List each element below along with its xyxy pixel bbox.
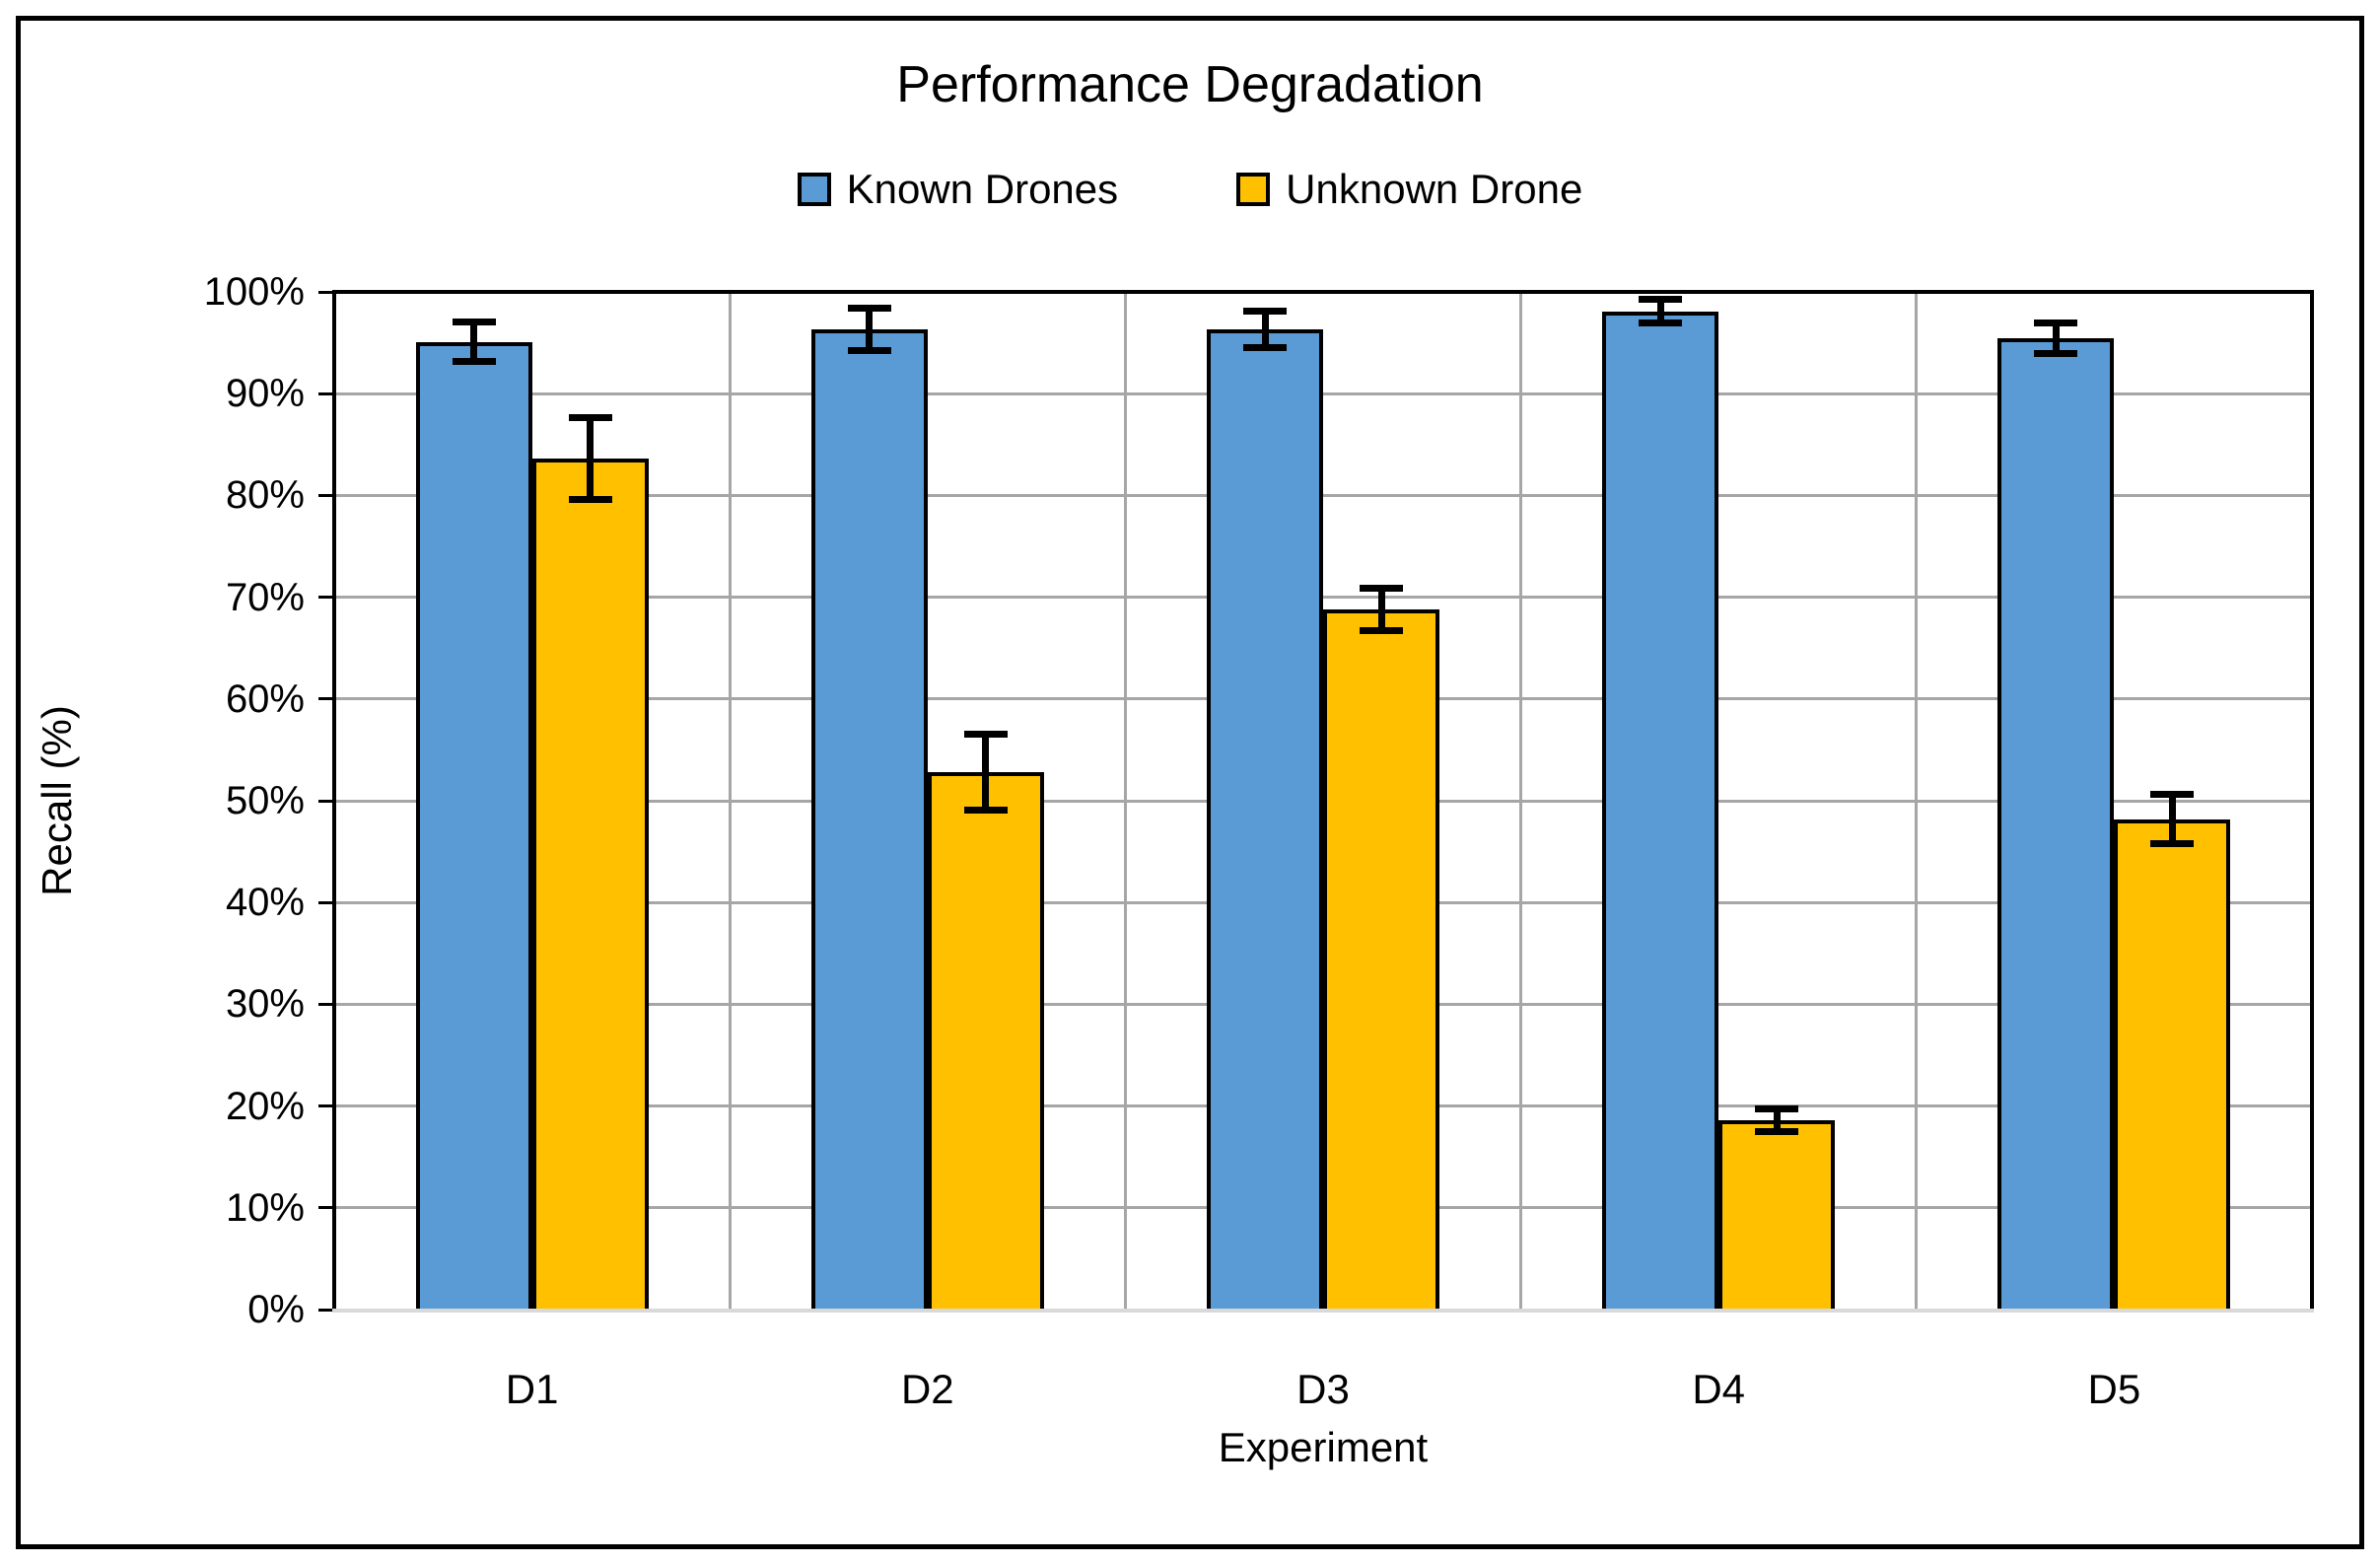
error-bar-cap xyxy=(1243,308,1287,316)
y-axis-line xyxy=(332,290,336,1312)
y-tick-label: 70% xyxy=(225,575,305,619)
v-gridline xyxy=(728,292,732,1310)
error-bar-cap xyxy=(2150,839,2195,847)
x-axis-title: Experiment xyxy=(1218,1424,1429,1470)
error-bar-cap xyxy=(2034,320,2078,327)
error-bar-D1 xyxy=(587,417,595,500)
bar-unknown-drone-D1 xyxy=(531,459,649,1312)
x-category-label-D4: D4 xyxy=(1692,1366,1746,1412)
y-tick-label: 20% xyxy=(225,1084,305,1128)
error-bar-D1 xyxy=(470,321,478,362)
y-tick-mark xyxy=(318,1308,332,1312)
legend-swatch-unknown-drone xyxy=(1236,173,1271,206)
y-tick-label: 10% xyxy=(225,1185,305,1230)
chart-title: Performance Degradation xyxy=(896,56,1484,113)
bar-unknown-drone-D3 xyxy=(1323,608,1439,1312)
y-tick-mark xyxy=(318,900,332,904)
x-category-label-D3: D3 xyxy=(1296,1366,1350,1412)
y-tick-mark xyxy=(318,290,332,294)
h-gridline xyxy=(334,391,2312,395)
legend-item-known-drones: Known Drones xyxy=(797,166,1119,213)
plot-border-right xyxy=(2310,290,2314,1312)
error-bar-cap xyxy=(568,496,612,504)
error-bar-D5 xyxy=(2168,794,2176,844)
y-tick-label: 50% xyxy=(225,779,305,822)
y-tick-mark xyxy=(318,391,332,395)
y-tick-label: 100% xyxy=(203,270,305,314)
error-bar-cap xyxy=(568,414,612,422)
error-bar-cap xyxy=(2150,791,2195,799)
legend-label-unknown-drone: Unknown Drone xyxy=(1286,166,1583,212)
y-tick-mark xyxy=(318,1002,332,1006)
bar-unknown-drone-D2 xyxy=(927,772,1044,1312)
y-tick-mark xyxy=(318,1206,332,1210)
error-bar-D2 xyxy=(866,308,874,351)
bar-known-drones-D2 xyxy=(810,329,928,1312)
error-bar-D3 xyxy=(1261,311,1269,348)
y-tick-mark xyxy=(318,799,332,803)
legend: Known Drones Unknown Drone xyxy=(0,166,2380,213)
y-tick-label: 90% xyxy=(225,372,305,416)
x-category-label-D5: D5 xyxy=(2087,1366,2141,1412)
bar-unknown-drone-D5 xyxy=(2114,818,2231,1312)
h-gridline xyxy=(334,596,2312,600)
error-bar-cap xyxy=(1755,1127,1799,1135)
error-bar-cap xyxy=(2034,350,2078,358)
error-bar-D5 xyxy=(2052,322,2060,354)
error-bar-D3 xyxy=(1377,588,1385,631)
legend-item-unknown-drone: Unknown Drone xyxy=(1236,166,1582,213)
x-category-label-D1: D1 xyxy=(505,1366,559,1412)
figure-border xyxy=(16,16,2364,1549)
error-bar-cap xyxy=(963,731,1008,739)
y-tick-label: 80% xyxy=(225,473,305,518)
h-gridline xyxy=(334,493,2312,497)
bar-known-drones-D4 xyxy=(1602,311,1719,1312)
error-bar-cap xyxy=(1360,584,1403,592)
error-bar-cap xyxy=(452,319,496,326)
x-category-label-D2: D2 xyxy=(900,1366,954,1412)
error-bar-D4 xyxy=(1773,1108,1781,1132)
error-bar-cap xyxy=(847,347,891,355)
y-tick-label: 40% xyxy=(225,881,305,925)
y-tick-mark xyxy=(318,1104,332,1108)
error-bar-cap xyxy=(452,357,496,365)
error-bar-cap xyxy=(1755,1105,1799,1113)
plot-border-top xyxy=(332,290,2314,294)
error-bar-cap xyxy=(847,305,891,312)
legend-label-known-drones: Known Drones xyxy=(846,166,1119,212)
error-bar-D2 xyxy=(982,734,990,811)
y-tick-label: 30% xyxy=(225,982,305,1027)
y-tick-mark xyxy=(318,493,332,497)
bar-known-drones-D3 xyxy=(1207,329,1323,1312)
error-bar-cap xyxy=(1243,344,1287,352)
error-bar-cap xyxy=(1639,320,1683,327)
error-bar-D4 xyxy=(1656,299,1664,323)
v-gridline xyxy=(1519,292,1523,1310)
bar-unknown-drone-D4 xyxy=(1718,1120,1836,1312)
y-tick-mark xyxy=(318,697,332,701)
bar-known-drones-D5 xyxy=(1997,338,2115,1312)
y-tick-label: 60% xyxy=(225,676,305,721)
y-tick-mark xyxy=(318,596,332,600)
y-axis-title: Recall (%) xyxy=(34,705,80,896)
legend-swatch-known-drones xyxy=(797,173,831,206)
v-gridline xyxy=(1915,292,1919,1310)
v-gridline xyxy=(1123,292,1127,1310)
x-axis-line xyxy=(332,1309,2314,1313)
error-bar-cap xyxy=(1360,627,1403,635)
error-bar-cap xyxy=(1639,295,1683,303)
error-bar-cap xyxy=(963,806,1008,814)
bar-known-drones-D1 xyxy=(415,341,532,1312)
y-tick-label: 0% xyxy=(247,1288,305,1331)
